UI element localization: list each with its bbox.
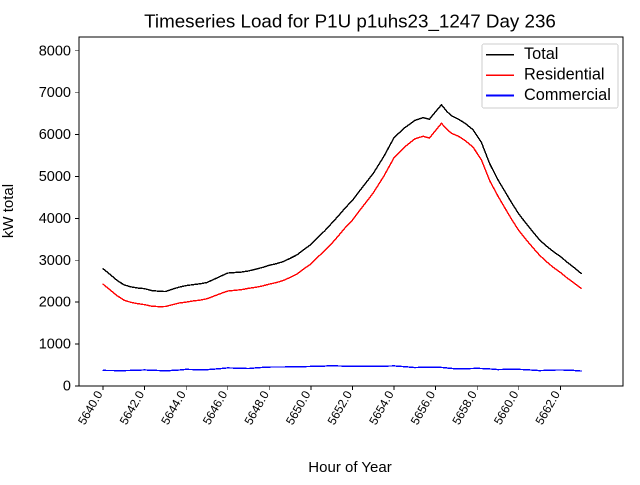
svg-text:Timeseries Load for P1U p1uhs2: Timeseries Load for P1U p1uhs23_1247 Day… <box>144 11 556 33</box>
svg-text:Residential: Residential <box>524 66 605 84</box>
svg-text:6000: 6000 <box>39 127 71 143</box>
svg-text:8000: 8000 <box>39 43 71 59</box>
svg-text:Commercial: Commercial <box>524 86 611 104</box>
svg-text:4000: 4000 <box>39 211 71 227</box>
svg-text:1000: 1000 <box>39 337 71 353</box>
svg-text:Hour of Year: Hour of Year <box>308 459 391 476</box>
svg-text:kW total: kW total <box>0 184 17 238</box>
svg-text:3000: 3000 <box>39 253 71 269</box>
svg-text:0: 0 <box>63 378 71 394</box>
svg-text:Total: Total <box>524 45 558 63</box>
svg-text:7000: 7000 <box>39 85 71 101</box>
svg-text:5000: 5000 <box>39 169 71 185</box>
svg-text:2000: 2000 <box>39 295 71 311</box>
